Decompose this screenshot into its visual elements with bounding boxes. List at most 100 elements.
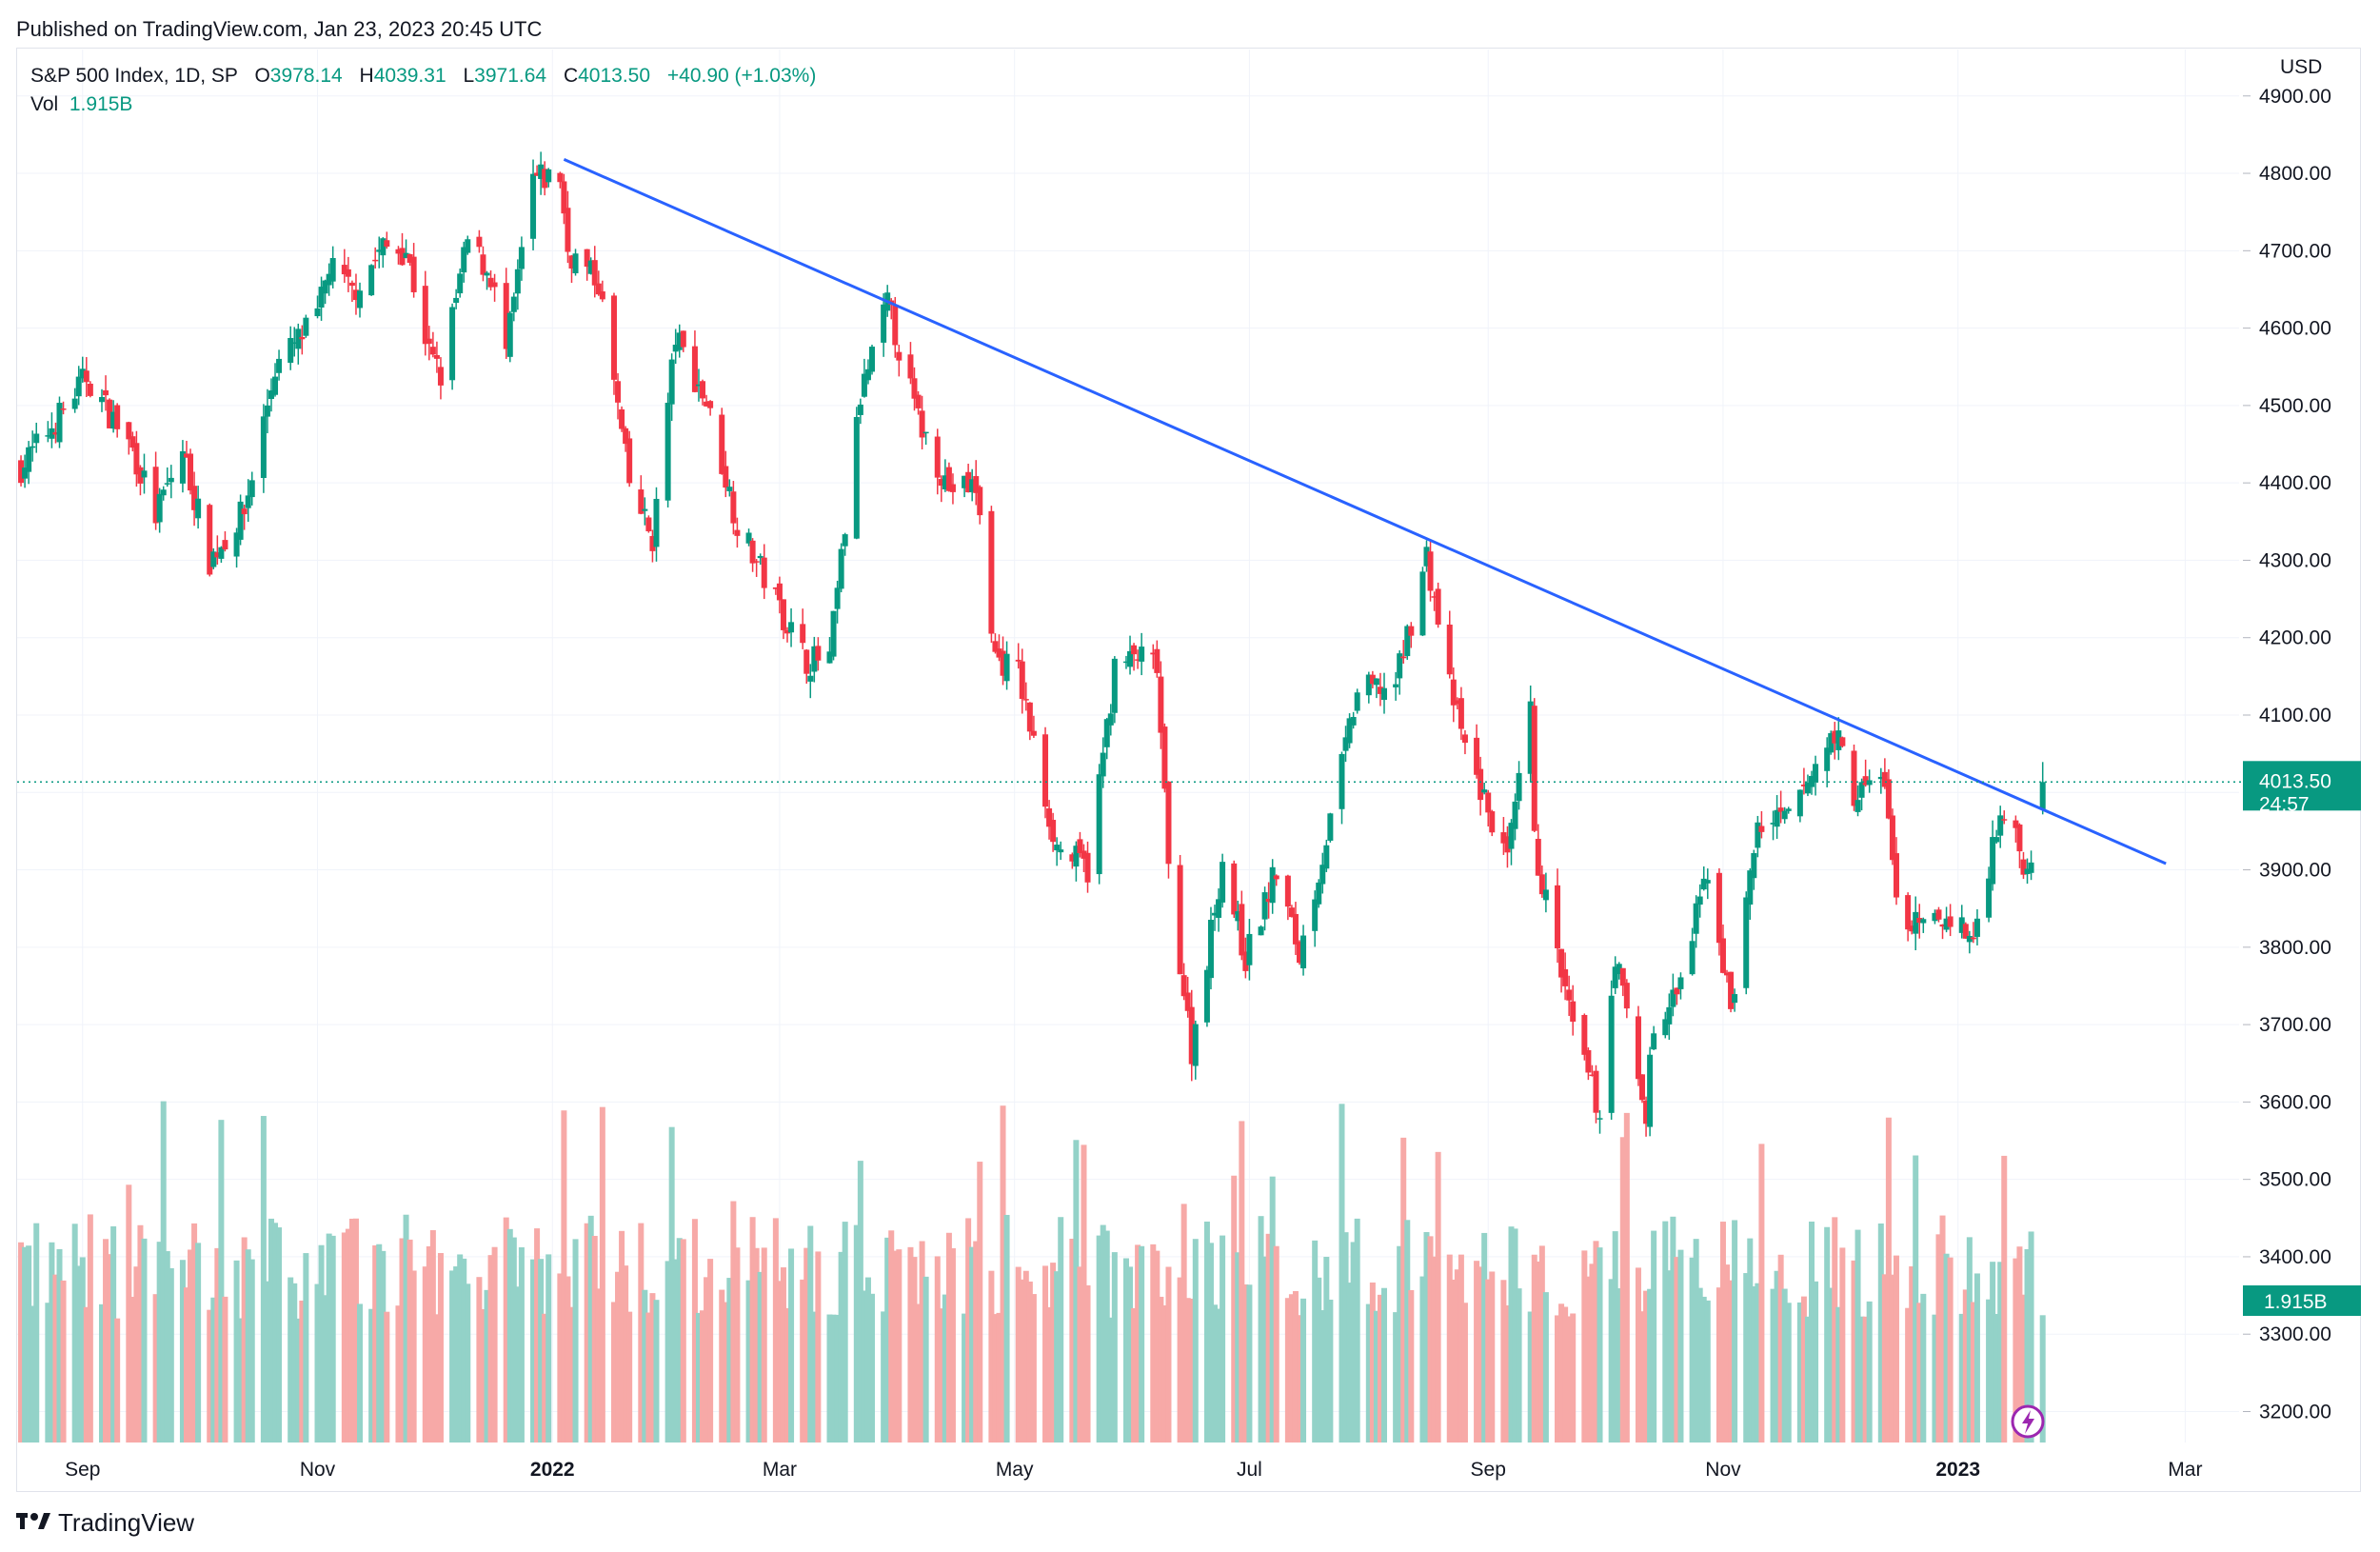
candle-body [1542,889,1549,901]
candle-body [538,164,545,179]
volume-bar [1700,1296,1707,1443]
candle-body [1231,863,1238,915]
candle-body [1993,837,2000,843]
volume-bar [1832,1217,1838,1443]
volume-bar [1022,1270,1029,1443]
volume-bar [619,1230,625,1443]
candle-body [1316,882,1322,905]
volume-bar [152,1294,159,1443]
candle-body [1258,926,1264,936]
volume-bar [1889,1274,1895,1443]
volume-bar [749,1217,756,1443]
candle-body [1973,918,1980,937]
tradingview-logo[interactable]: TradingView [16,1508,194,1538]
volume-bar [772,1218,779,1443]
volume-bar [1316,1277,1322,1443]
volume-bar [1508,1226,1515,1443]
candle-body [915,394,922,408]
volume-bar [514,1286,521,1443]
price-tick-label: 4400.00 [2259,472,2331,494]
candle-body [704,401,710,407]
volume-bar [922,1276,929,1443]
candle-body [1662,1019,1669,1036]
candle-body [422,286,428,345]
volume-bar [491,1246,498,1443]
candle-body [830,610,837,657]
volume-bar [638,1223,645,1443]
volume-bar [734,1247,741,1443]
volume-bar [942,1294,948,1443]
volume-bar [1770,1288,1776,1443]
volume-bar [1943,1253,1950,1443]
candle-body [1481,789,1488,793]
volume-bar [380,1250,387,1443]
volume-bar [1165,1266,1172,1443]
volume-bar [1207,1243,1214,1443]
time-tick-label: 2022 [530,1459,575,1481]
candle-body [1693,903,1699,934]
candle-body [942,475,948,490]
candle-body [1288,907,1295,918]
candle-body [1716,872,1722,944]
candle-body [429,347,436,355]
volume-bar [1608,1279,1615,1443]
candle-body [1724,972,1731,976]
candle-body [1165,781,1172,865]
candle-body [815,646,822,661]
candle-body [1207,919,1214,979]
volume-bar [1474,1261,1480,1443]
volume-bar [730,1201,737,1443]
candle-body [1666,1006,1673,1025]
volume-bar [1566,1316,1573,1443]
candle-body [1858,782,1865,798]
volume-bar [969,1246,976,1443]
volume-bar [1103,1230,1110,1443]
candle-body [1832,730,1838,744]
volume-bar [1261,1256,1268,1443]
volume-bar [1758,1144,1765,1443]
volume-bar [776,1281,783,1443]
candle-body [1958,917,1965,933]
candle-body [453,297,460,304]
candle-body [33,433,40,444]
volume-bar [842,1222,848,1443]
volume-bar [1635,1267,1641,1443]
candle-body [892,304,899,346]
candle-body [133,443,140,475]
candle-body [461,247,467,273]
candle-body [545,169,552,183]
volume-bar [1346,1283,1353,1443]
candle-body [922,431,929,434]
candle-body [137,467,144,484]
volume-bar [503,1217,509,1443]
candle-body [723,466,729,488]
candle-body [83,370,89,383]
candle-body [1377,686,1383,694]
volume-bar [1689,1257,1696,1443]
candle-body [1512,801,1518,829]
volume-bar [1781,1288,1788,1443]
price-tick-label: 4500.00 [2259,395,2331,417]
candle-body [896,351,902,361]
volume-bar [1026,1281,1033,1443]
volume-bar [1461,1303,1468,1443]
volume-bar [1851,1260,1857,1443]
candle-body [1939,924,1946,927]
time-tick-label: May [996,1459,1034,1481]
candle-body [2039,782,2046,810]
candle-body [1932,912,1938,922]
volume-bar [480,1308,486,1443]
candle-body [853,416,860,539]
candle-body [183,453,189,458]
volume-bar [869,1293,876,1443]
volume-bar [1986,1299,1993,1443]
volume-bar [761,1247,767,1443]
volume-bar [268,1218,274,1443]
candle-body [1970,937,1976,940]
volume-bar [1589,1263,1596,1443]
candle-body [745,532,752,544]
candle-body [160,489,167,496]
volume-bar [1393,1312,1399,1443]
price-tick-label: 4200.00 [2259,627,2331,649]
